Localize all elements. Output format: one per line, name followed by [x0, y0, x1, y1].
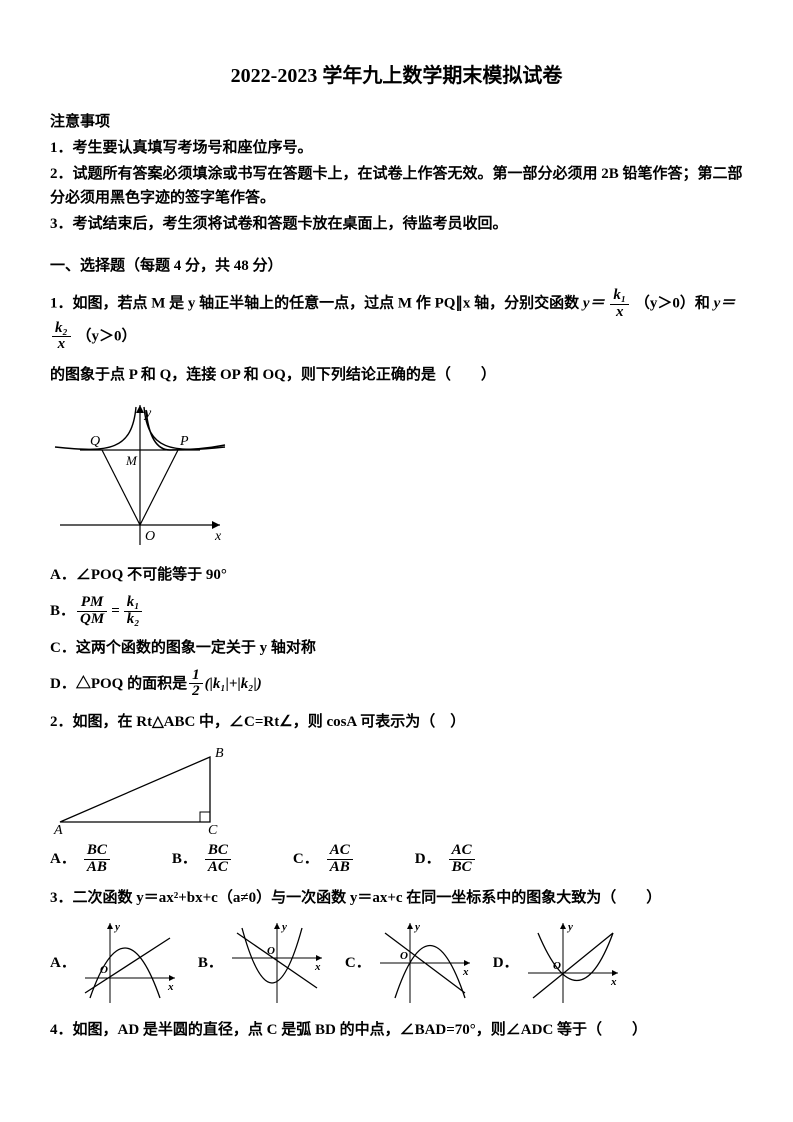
q3-optC: C． O x y	[345, 918, 475, 1008]
page-title: 2022-2023 学年九上数学期末模拟试卷	[50, 60, 743, 92]
q2-graph: A B C	[50, 742, 743, 837]
q1-optD-expr: (|k₁|+|k₂|)	[205, 672, 262, 696]
q1-optD-frac: 1 2	[189, 668, 203, 701]
q1-yeq-1: y＝	[583, 296, 605, 312]
svg-text:Q: Q	[90, 434, 100, 449]
q1-optD-num: 1	[189, 668, 203, 685]
q1-y-label: y	[143, 406, 152, 421]
q2-B-den: AC	[205, 860, 231, 876]
q1-optB-frac-right: k₁ k₂	[124, 595, 143, 628]
svg-text:y: y	[280, 921, 287, 933]
q1-optB-fl-num: PM	[77, 595, 107, 612]
q1-frac2: k₂ x	[52, 321, 71, 354]
q4-stem: 4．如图，AD 是半圆的直径，点 C 是弧 BD 的中点，∠BAD=70°，则∠…	[50, 1018, 743, 1042]
q1-optD: D．△POQ 的面积是 1 2 (|k₁|+|k₂|)	[50, 668, 743, 701]
q1-optB-label: B．	[50, 599, 75, 623]
q3-C-label: C．	[345, 951, 371, 975]
q2-B-label: B．	[172, 847, 197, 871]
q3-stem: 3．二次函数 y＝ax²+bx+c（a≠0）与一次函数 y＝ax+c 在同一坐标…	[50, 886, 743, 910]
svg-text:x: x	[214, 529, 222, 544]
q1-optB: B． PM QM = k₁ k₂	[50, 595, 743, 628]
q2-C-num: AC	[327, 843, 353, 860]
svg-text:y: y	[413, 921, 420, 933]
q1-frac2-num: k₂	[52, 321, 71, 338]
q1-cond2: （y＞0）	[76, 328, 136, 344]
q1-stem: 1．如图，若点 M 是 y 轴正半轴上的任意一点，过点 M 作 PQ∥x 轴，分…	[50, 288, 743, 353]
svg-text:B: B	[215, 746, 224, 761]
q1-cond1: （y＞0）和	[635, 296, 714, 312]
q1-optB-frac-left: PM QM	[77, 595, 107, 628]
svg-text:M: M	[125, 453, 138, 468]
q3-B-label: B．	[198, 951, 223, 975]
svg-text:C: C	[208, 823, 218, 837]
q1-frac1-num: k₁	[610, 288, 629, 305]
svg-text:x: x	[610, 976, 617, 988]
q1-frac1: k₁ x	[610, 288, 629, 321]
q2-D-den: BC	[449, 860, 475, 876]
q1-optA: A．∠POQ 不可能等于 90°	[50, 563, 743, 587]
svg-text:O: O	[145, 529, 155, 544]
svg-text:x: x	[462, 966, 469, 978]
q2-A-num: BC	[84, 843, 110, 860]
q2-D-label: D．	[415, 847, 441, 871]
q3-optD: D． O x y	[493, 918, 623, 1008]
q2-A-label: A．	[50, 847, 76, 871]
q1-frac2-den: x	[52, 337, 71, 353]
svg-text:P: P	[179, 434, 189, 449]
q2-optA: A． BCAB	[50, 843, 112, 876]
section-1-header: 一、选择题（每题 4 分，共 48 分）	[50, 254, 743, 278]
svg-text:x: x	[167, 981, 174, 993]
q2-C-label: C．	[293, 847, 319, 871]
q2-optC: C． ACAB	[293, 843, 355, 876]
q2-C-den: AB	[327, 860, 353, 876]
svg-text:y: y	[113, 921, 120, 933]
q1-optB-fr-num: k₁	[124, 595, 143, 612]
q3-optA: A． O x y	[50, 918, 180, 1008]
q2-optD: D． ACBC	[415, 843, 477, 876]
q1-graph: y x O Q P M	[50, 395, 743, 555]
notice-2: 2．试题所有答案必须填涂或书写在答题卡上，在试卷上作答无效。第一部分必须用 2B…	[50, 162, 743, 210]
q2-D-num: AC	[449, 843, 475, 860]
q1-optC: C．这两个函数的图象一定关于 y 轴对称	[50, 636, 743, 660]
q2-options: A． BCAB B． BCAC C． ACAB D． ACBC	[50, 843, 743, 876]
q2-optB: B． BCAC	[172, 843, 233, 876]
q1-optB-fl-den: QM	[77, 612, 107, 628]
notices-header: 注意事项	[50, 110, 743, 134]
q1-optD-label: D．△POQ 的面积是	[50, 672, 187, 696]
q2-B-num: BC	[205, 843, 231, 860]
svg-text:x: x	[314, 961, 321, 973]
q1-optB-fr-den: k₂	[124, 612, 143, 628]
q1-stem-2: 的图象于点 P 和 Q，连接 OP 和 OQ，则下列结论正确的是（ ）	[50, 363, 743, 387]
q3-A-label: A．	[50, 951, 76, 975]
q3-options: A． O x y B． O x y C． O x	[50, 918, 743, 1008]
svg-text:A: A	[53, 823, 63, 837]
q3-optB: B． O x y	[198, 918, 327, 1008]
svg-text:y: y	[566, 921, 573, 933]
notice-1: 1．考生要认真填写考场号和座位序号。	[50, 136, 743, 160]
q1-text-1: 1．如图，若点 M 是 y 轴正半轴上的任意一点，过点 M 作 PQ∥x 轴，分…	[50, 296, 583, 312]
q1-optB-eq: =	[111, 599, 120, 623]
q2-A-den: AB	[84, 860, 110, 876]
q2-stem: 2．如图，在 Rt△ABC 中，∠C=Rt∠，则 cosA 可表示为（ ）	[50, 710, 743, 734]
notice-3: 3．考试结束后，考生须将试卷和答题卡放在桌面上，待监考员收回。	[50, 212, 743, 236]
q3-D-label: D．	[493, 951, 519, 975]
svg-text:O: O	[400, 950, 408, 962]
q1-yeq-2: y＝	[714, 296, 736, 312]
q1-optD-den: 2	[189, 684, 203, 700]
q1-frac1-den: x	[610, 305, 629, 321]
